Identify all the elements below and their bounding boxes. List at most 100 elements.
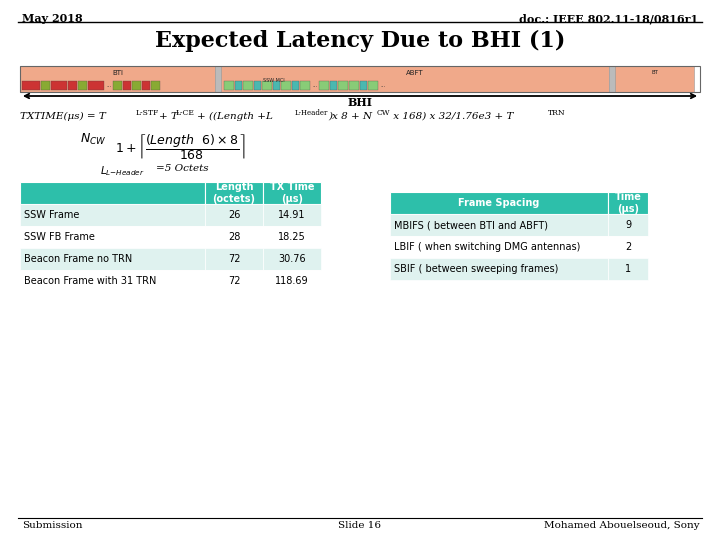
Bar (390, 236, 608, 258)
Bar (262, 81, 272, 90)
Bar (132, 81, 141, 90)
Bar (68, 81, 77, 90)
Bar (205, 226, 263, 248)
Bar (205, 204, 263, 226)
Text: + ((Length +L: + ((Length +L (197, 112, 273, 121)
Text: BHI: BHI (348, 97, 372, 108)
Bar (263, 204, 321, 226)
Bar (338, 81, 348, 90)
Text: MBIFS ( between BTI and ABFT): MBIFS ( between BTI and ABFT) (394, 220, 548, 230)
Text: ...: ... (106, 83, 112, 88)
Bar (88, 81, 104, 90)
Text: SBIF ( between sweeping frames): SBIF ( between sweeping frames) (394, 264, 559, 274)
Text: Slide 16: Slide 16 (338, 521, 382, 530)
Bar (243, 81, 253, 90)
Bar (263, 182, 321, 204)
Text: SSW MCI: SSW MCI (263, 78, 285, 83)
Bar (20, 204, 205, 226)
Bar (22, 81, 40, 90)
Bar (205, 270, 263, 292)
Text: Beacon Frame with 31 TRN: Beacon Frame with 31 TRN (24, 276, 156, 286)
Text: L-Header: L-Header (295, 109, 328, 117)
Bar (292, 81, 299, 90)
Bar (319, 81, 329, 90)
Text: $N_{CW}$: $N_{CW}$ (80, 132, 107, 147)
Text: SSW Frame: SSW Frame (24, 210, 79, 220)
Bar (221, 66, 609, 92)
Bar (41, 81, 50, 90)
Text: LBIF ( when switching DMG antennas): LBIF ( when switching DMG antennas) (394, 242, 580, 252)
Text: 28: 28 (228, 232, 240, 242)
Text: TXTIME(μs) = T: TXTIME(μs) = T (20, 112, 106, 121)
Text: $L_{L\mathit{-}Header}$: $L_{L\mathit{-}Header}$ (100, 164, 145, 178)
Text: L-STF: L-STF (136, 109, 159, 117)
Text: Expected Latency Due to BHI (1): Expected Latency Due to BHI (1) (155, 30, 565, 52)
Bar (608, 258, 648, 280)
Bar (360, 81, 367, 90)
Text: 118.69: 118.69 (275, 276, 309, 286)
Text: ...: ... (380, 83, 385, 88)
Bar (235, 81, 242, 90)
Bar (281, 81, 291, 90)
Text: ABFT: ABFT (406, 70, 424, 76)
Text: =5 Octets: =5 Octets (156, 164, 209, 173)
Text: x 168) x 32/1.76e3 + T: x 168) x 32/1.76e3 + T (390, 112, 513, 121)
Text: Mohamed Abouelseoud, Sony: Mohamed Abouelseoud, Sony (544, 521, 700, 530)
Text: Beacon Frame no TRN: Beacon Frame no TRN (24, 254, 132, 264)
Text: L-CE: L-CE (176, 109, 195, 117)
Bar (608, 192, 648, 214)
Bar (123, 81, 131, 90)
Text: 26: 26 (228, 210, 240, 220)
Text: Frame Spacing: Frame Spacing (459, 198, 540, 208)
Text: May 2018: May 2018 (22, 13, 83, 24)
Text: 18.25: 18.25 (278, 232, 306, 242)
Text: $1 + \left\lceil \dfrac{(Length\ \ 6) \times 8}{168} \right\rceil$: $1 + \left\lceil \dfrac{(Length\ \ 6) \t… (115, 132, 246, 162)
Bar (609, 66, 615, 92)
Text: CW: CW (377, 109, 391, 117)
Text: TX Time
(μs): TX Time (μs) (270, 182, 314, 204)
Text: BT: BT (651, 70, 658, 75)
Text: + T: + T (159, 112, 178, 121)
Text: )x 8 + N: )x 8 + N (328, 112, 372, 121)
Bar (20, 248, 205, 270)
Text: 2: 2 (625, 242, 631, 252)
Text: 1: 1 (625, 264, 631, 274)
Text: SSW FB Frame: SSW FB Frame (24, 232, 95, 242)
Bar (20, 270, 205, 292)
Bar (390, 258, 608, 280)
Text: Length
(octets): Length (octets) (212, 182, 256, 204)
Bar (390, 192, 608, 214)
Bar (263, 248, 321, 270)
Bar (205, 182, 263, 204)
Bar (263, 270, 321, 292)
Text: ...: ... (312, 83, 318, 88)
Bar (20, 182, 205, 204)
Text: doc.: IEEE 802.11-18/0816r1: doc.: IEEE 802.11-18/0816r1 (519, 13, 698, 24)
Bar (20, 226, 205, 248)
Bar (254, 81, 261, 90)
Text: 72: 72 (228, 254, 240, 264)
Bar (390, 214, 608, 236)
Bar (608, 236, 648, 258)
Bar (151, 81, 160, 90)
Text: 9: 9 (625, 220, 631, 230)
Text: TRN: TRN (548, 109, 566, 117)
Bar (300, 81, 310, 90)
Bar (20, 66, 700, 92)
Bar (615, 66, 694, 92)
Bar (113, 81, 122, 90)
Text: 14.91: 14.91 (278, 210, 306, 220)
Bar (215, 66, 221, 92)
Bar (224, 81, 234, 90)
Bar (330, 81, 337, 90)
Text: 72: 72 (228, 276, 240, 286)
Bar (368, 81, 378, 90)
Bar (263, 226, 321, 248)
Bar (20, 66, 215, 92)
Bar (273, 81, 280, 90)
Text: BTI: BTI (112, 70, 123, 76)
Bar (349, 81, 359, 90)
Bar (51, 81, 67, 90)
Bar (78, 81, 87, 90)
Text: 30.76: 30.76 (278, 254, 306, 264)
